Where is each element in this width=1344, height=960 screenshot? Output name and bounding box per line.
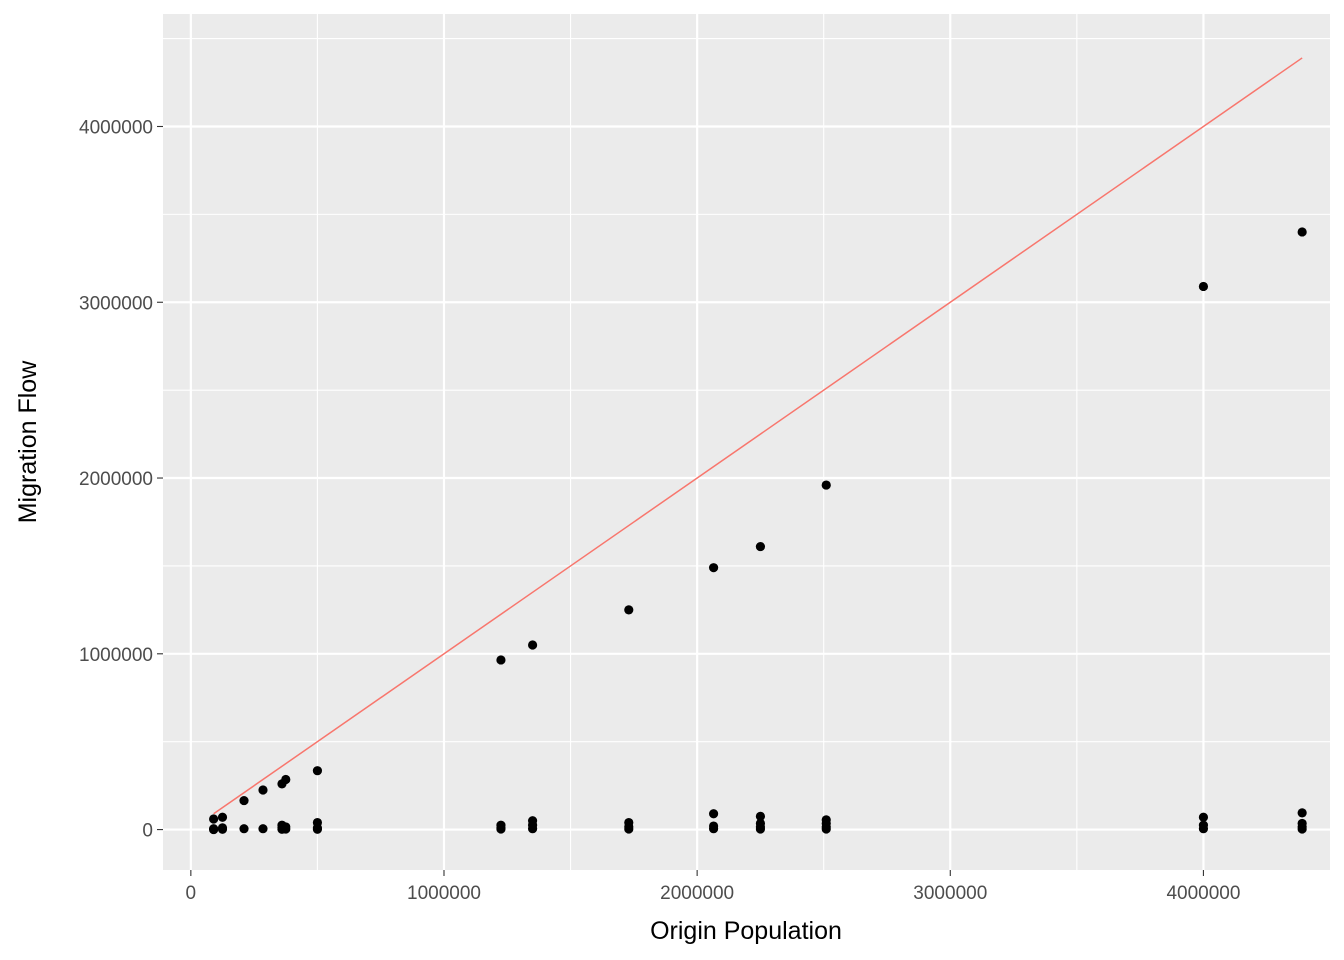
data-point bbox=[624, 605, 634, 615]
data-point bbox=[312, 766, 323, 776]
data-point bbox=[496, 655, 506, 665]
data-point bbox=[755, 824, 766, 834]
major-gridlines bbox=[163, 14, 1330, 870]
y-axis-title: Migration Flow bbox=[14, 360, 42, 523]
y-tick-label: 3000000 bbox=[79, 293, 153, 314]
data-point bbox=[1297, 824, 1307, 834]
data-point bbox=[624, 824, 634, 834]
data-point bbox=[217, 824, 228, 834]
data-point bbox=[527, 640, 538, 650]
plot-panel bbox=[163, 14, 1330, 870]
data-point bbox=[281, 824, 291, 834]
data-point bbox=[281, 774, 291, 785]
data-point bbox=[312, 824, 323, 834]
y-tick-label: 0 bbox=[142, 821, 153, 842]
data-point bbox=[217, 812, 228, 822]
y-axis-ticks: 0 1000000 2000000 3000000 4000000 bbox=[79, 117, 163, 842]
data-point bbox=[708, 809, 719, 819]
data-point bbox=[496, 824, 506, 834]
data-point bbox=[209, 814, 219, 824]
reference-line bbox=[213, 57, 1303, 815]
x-tick-label: 2000000 bbox=[660, 883, 734, 904]
data-point bbox=[258, 785, 268, 795]
y-tick-label: 1000000 bbox=[79, 645, 153, 666]
x-tick-label: 4000000 bbox=[1166, 883, 1240, 904]
minor-gridlines bbox=[163, 14, 1330, 870]
x-tick-label: 0 bbox=[186, 883, 197, 904]
y-tick-label: 4000000 bbox=[79, 117, 153, 138]
x-tick-label: 1000000 bbox=[407, 883, 481, 904]
data-point bbox=[1198, 812, 1209, 822]
data-point bbox=[209, 824, 219, 835]
data-point bbox=[708, 563, 719, 573]
data-point bbox=[1198, 281, 1209, 292]
data-point bbox=[755, 541, 766, 552]
data-point bbox=[258, 824, 268, 834]
data-point bbox=[708, 824, 719, 834]
data-point bbox=[239, 795, 249, 806]
x-axis-ticks: 0 1000000 2000000 3000000 4000000 bbox=[186, 870, 1240, 904]
data-point bbox=[239, 824, 249, 834]
data-point bbox=[1297, 808, 1307, 818]
data-point bbox=[1198, 824, 1209, 834]
y-tick-label: 2000000 bbox=[79, 469, 153, 490]
data-point bbox=[527, 824, 538, 834]
data-point bbox=[755, 811, 766, 821]
data-point bbox=[1297, 227, 1307, 237]
x-axis-title: Origin Population bbox=[650, 917, 842, 945]
data-points bbox=[209, 227, 1307, 835]
data-point bbox=[821, 480, 831, 490]
x-tick-label: 3000000 bbox=[913, 883, 987, 904]
data-point bbox=[821, 824, 831, 834]
